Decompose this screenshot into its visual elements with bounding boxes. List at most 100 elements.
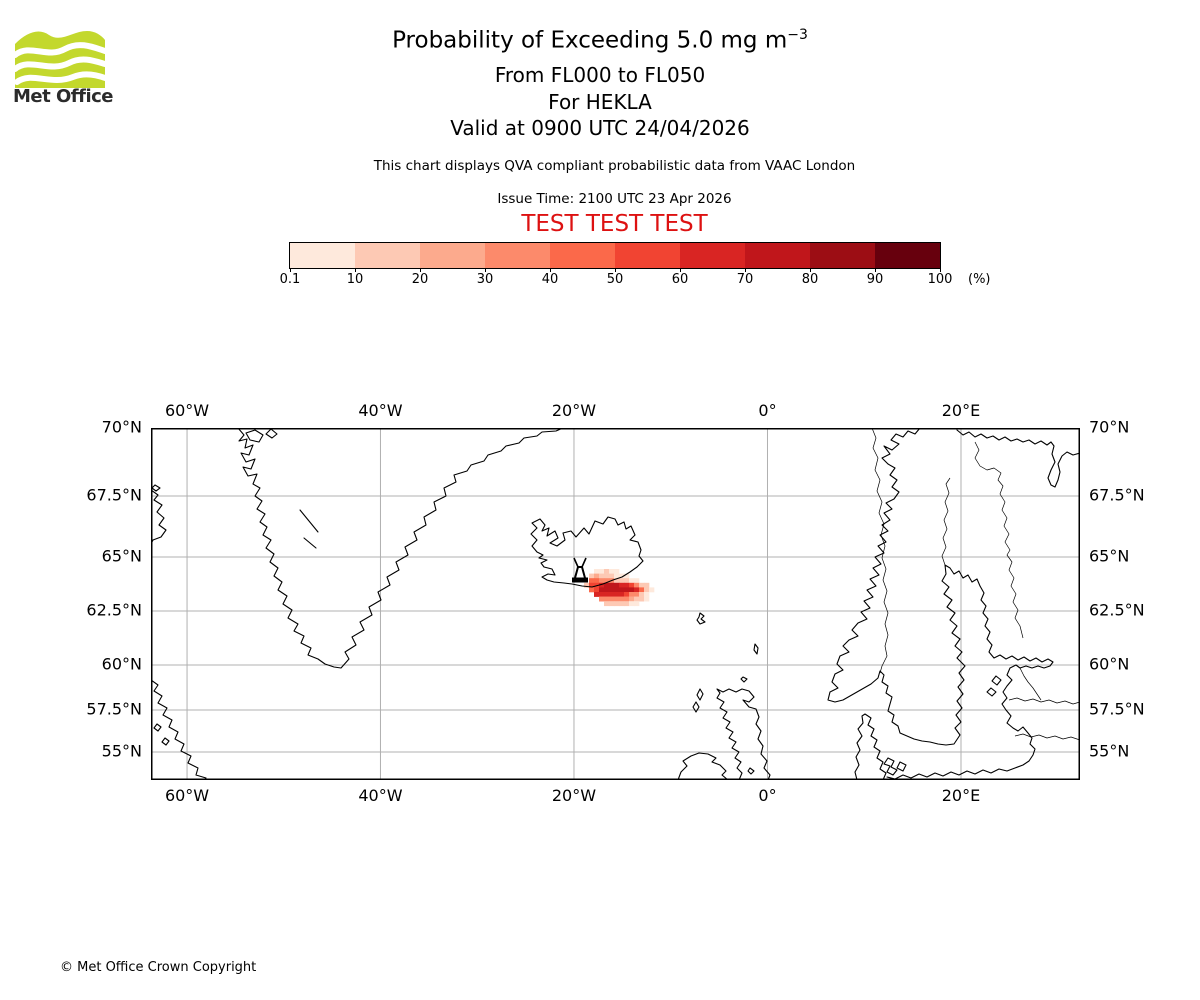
ash-plume-cell [629,578,635,584]
colorbar-tick-label: 30 [476,272,494,287]
colorbar-tick-label: 20 [411,272,429,287]
copyright-text: © Met Office Crown Copyright [60,960,257,975]
ash-plume-cell [624,573,630,579]
ash-plume-cell [584,582,590,588]
axis-tick-label: 20°E [941,401,981,420]
ash-plume-cell [624,601,630,607]
ash-plume-cell [619,578,625,584]
border-latvia-lithuania [1014,733,1080,741]
ash-plume-cell [609,587,615,593]
axis-tick-label: 0° [758,786,777,805]
colorbar-tick [875,268,876,272]
ash-plume-cell [599,573,605,579]
ash-plume-cell [629,587,635,593]
colorbar-tick-label: 90 [866,272,884,287]
ash-plume-cell [599,596,605,602]
test-banner: TEST TEST TEST [521,211,708,237]
colorbar-tick [745,268,746,272]
ash-plume-cell [614,587,620,593]
coastline-greenland-fjords [299,509,319,549]
ash-plume-cell [619,582,625,588]
colorbar [289,242,941,269]
ash-plume-cell [594,573,600,579]
ash-plume-cell [604,592,610,597]
axis-tick-label: 55°N [101,741,142,761]
coastline-orkney [740,676,748,683]
country-borders [871,428,1080,741]
axis-tick-label: 70°N [101,417,142,437]
ash-plume-cell [599,578,605,584]
colorbar-tick [810,268,811,272]
ash-plume-cell [594,587,600,593]
coastline-labrador [151,679,207,780]
ash-plume-cell [609,573,615,579]
colorbar-tick-label: 50 [606,272,624,287]
ash-plume-cell [599,569,605,574]
colorbar-segment [745,243,810,268]
axis-tick-label: 67.5°N [86,485,142,505]
axis-tick-label: 60°N [1089,654,1130,674]
axis-tick-label: 65°N [1089,546,1130,566]
met-office-logo-icon [14,31,106,88]
colorbar-segment [290,243,355,268]
subtitle-valid-time: Valid at 0900 UTC 24/04/2026 [450,116,750,140]
ash-plume-cell [604,587,610,593]
coastline-kola-white-sea [956,429,1080,488]
subtitle-flight-levels: From FL000 to FL050 [494,63,706,87]
colorbar-tick-label: 10 [346,272,364,287]
axis-tick-label: 60°N [101,654,142,674]
ash-plume-cell [639,587,645,593]
colorbar-tick-labels: 0.1 10 20 30 40 50 60 70 80 90 100 [280,272,953,288]
colorbar-tick [550,268,551,272]
colorbar-segment [875,243,940,268]
colorbar-tick [290,268,291,272]
coastline-estonia-islands [986,675,1002,697]
ash-plume-cell [634,578,640,584]
met-office-logo-text: Met Office [13,86,114,107]
ash-plume-cell [634,601,640,607]
ash-plume-cell [609,592,615,597]
coastline-great-britain [716,688,771,780]
border-estonia-russia [1019,667,1042,701]
ash-plume-cell [604,578,610,584]
ash-plume-cell [624,596,630,602]
ash-plume-cell [589,578,595,584]
coastline-denmark [854,713,907,780]
ash-plume-cell [604,569,610,574]
ash-plume-cell [644,582,650,588]
coastline-greenland [237,428,564,669]
ash-plume-cell [624,587,630,593]
colorbar-segment [615,243,680,268]
ash-plume-cells [584,569,655,607]
colorbar-tick [680,268,681,272]
volcano-marker-icon [572,557,588,583]
axis-tick-label: 57.5°N [1089,699,1145,719]
ash-plume-cell [619,573,625,579]
colorbar-ticks [290,268,941,272]
map-panel: 60°W 40°W 20°W 0° 20°E 60°W 40°W 20°W 0° 20°E 70… [86,401,1144,805]
ash-plume-cell [604,582,610,588]
axis-tick-label: 40°W [358,786,403,805]
page-title-text: Probability of Exceeding 5.0 mg m [392,27,788,54]
axis-tick-label: 20°E [941,786,981,805]
axis-tick-label: 60°W [164,401,210,420]
border-norway-sweden [871,428,889,674]
ash-plume-cell [629,596,635,602]
colorbar-tick [420,268,421,272]
ash-plume-cell [624,582,630,588]
axis-tick-label: 57.5°N [86,699,142,719]
ash-plume-cell [619,596,625,602]
ash-plume-cell [629,592,635,597]
border-estonia-latvia [1008,697,1080,705]
axis-tick-label: 40°W [358,401,403,420]
colorbar-segment [680,243,745,268]
ash-plume-cell [604,596,610,602]
colorbar-tick-label: 60 [671,272,689,287]
ash-plume-cell [634,592,640,597]
ash-plume-cell [639,582,645,588]
colorbar-segment [810,243,875,268]
ash-plume-cell [639,596,645,602]
ash-plume-cell [634,587,640,593]
axis-tick-label: 60°W [164,786,210,805]
axis-tick-label: 55°N [1089,741,1130,761]
